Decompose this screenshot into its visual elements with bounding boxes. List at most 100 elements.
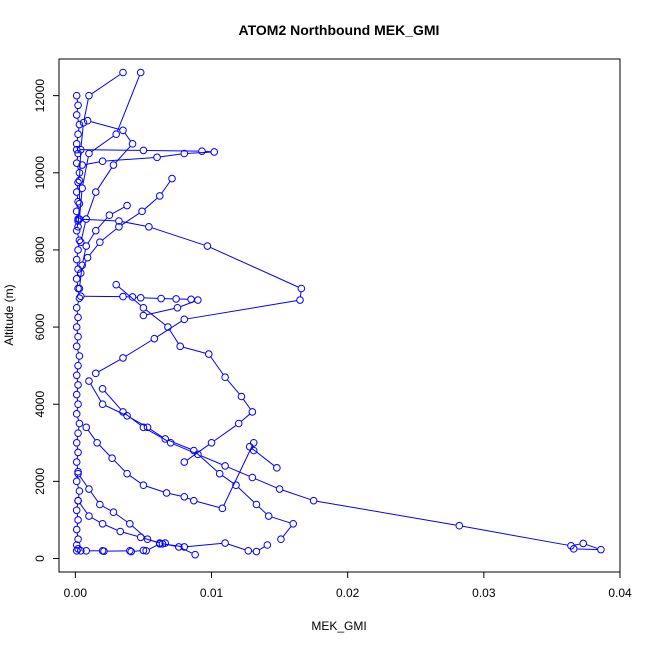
data-point	[207, 438, 216, 447]
data-point	[83, 253, 92, 262]
series-7	[74, 215, 306, 378]
series-13	[74, 469, 199, 559]
series-line-segment	[79, 476, 88, 487]
x-tick-label: 0.00	[64, 586, 88, 600]
data-point	[164, 323, 172, 331]
data-point	[157, 294, 165, 303]
data-point	[72, 303, 81, 312]
data-point	[74, 381, 82, 389]
data-point	[74, 149, 82, 158]
data-point	[75, 352, 84, 360]
series-line-segment	[146, 428, 169, 442]
series-line-segment	[574, 543, 581, 546]
chart-title: ATOM2 Northbound MEK_GMI	[239, 22, 440, 38]
data-point	[82, 423, 91, 432]
series-15	[76, 539, 170, 556]
series-0	[72, 91, 84, 555]
series-line-segment	[97, 167, 113, 190]
series-3	[76, 116, 137, 247]
data-point	[176, 342, 184, 351]
series-line-segment	[121, 212, 140, 226]
y-tick-label: 2000	[33, 468, 47, 495]
series-line-segment	[91, 135, 114, 153]
series-line-segment	[91, 73, 121, 95]
data-point	[108, 454, 116, 463]
data-point	[72, 438, 81, 447]
series-line-segment	[114, 460, 126, 472]
series-line-segment	[173, 443, 196, 454]
data-point	[72, 145, 81, 154]
series-line-segment	[183, 346, 206, 354]
series-line-segment	[271, 516, 291, 524]
series-line-segment	[77, 233, 80, 238]
series-5	[76, 174, 176, 277]
data-point	[74, 130, 82, 139]
data-point	[248, 408, 257, 416]
series-line-segment	[187, 300, 297, 320]
data-point	[309, 496, 318, 505]
data-point	[136, 68, 145, 77]
data-point	[74, 215, 82, 223]
data-point	[263, 541, 272, 549]
data-point	[155, 192, 164, 200]
data-point	[190, 496, 198, 505]
data-point	[93, 438, 101, 447]
series-line-segment	[462, 525, 568, 546]
data-point	[74, 101, 82, 110]
data-point	[82, 242, 91, 250]
data-point	[136, 293, 145, 302]
data-point	[72, 111, 81, 119]
data-point	[139, 423, 148, 432]
series-line-segment	[105, 157, 154, 162]
series-line-segment	[187, 542, 222, 548]
series-line-segment	[148, 544, 158, 550]
data-point	[74, 178, 82, 187]
data-point	[249, 446, 258, 455]
data-point	[112, 280, 120, 289]
data-point	[74, 313, 82, 322]
data-point	[72, 188, 81, 196]
data-point	[234, 419, 243, 428]
series-line-segment	[316, 500, 457, 526]
data-point	[139, 303, 148, 312]
data-point	[72, 506, 81, 515]
data-point	[72, 546, 81, 555]
data-point	[75, 199, 84, 208]
data-point	[180, 492, 189, 501]
data-point	[72, 390, 81, 399]
series-line-segment	[228, 543, 246, 551]
series-line-segment	[82, 156, 89, 186]
series-line-segment	[81, 218, 116, 222]
data-point	[78, 184, 86, 193]
series-line-segment	[77, 301, 80, 305]
data-point	[264, 512, 273, 520]
data-point	[139, 481, 148, 490]
y-tick-label: 6000	[33, 313, 47, 340]
data-point	[218, 504, 227, 513]
series-line-segment	[118, 286, 142, 307]
data-point	[119, 68, 127, 77]
series-2	[75, 68, 145, 223]
series-line-segment	[122, 221, 146, 227]
data-point	[74, 429, 82, 437]
data-point	[75, 284, 84, 293]
series-line-segment	[105, 405, 125, 415]
data-point	[180, 315, 189, 324]
series-line-segment	[77, 484, 80, 488]
data-point	[139, 311, 148, 320]
data-point	[221, 539, 229, 547]
series-line-segment	[79, 149, 141, 151]
data-point	[248, 473, 257, 482]
data-point	[74, 467, 82, 476]
data-point	[74, 246, 82, 254]
series-line-segment	[98, 359, 121, 373]
series-line-segment	[116, 75, 140, 132]
series-line-segment	[85, 161, 100, 165]
data-point	[109, 161, 118, 169]
data-point	[252, 547, 261, 556]
data-point	[210, 148, 219, 156]
series-line-segment	[169, 329, 179, 344]
data-point	[123, 201, 131, 210]
series-line-segment	[151, 227, 205, 246]
